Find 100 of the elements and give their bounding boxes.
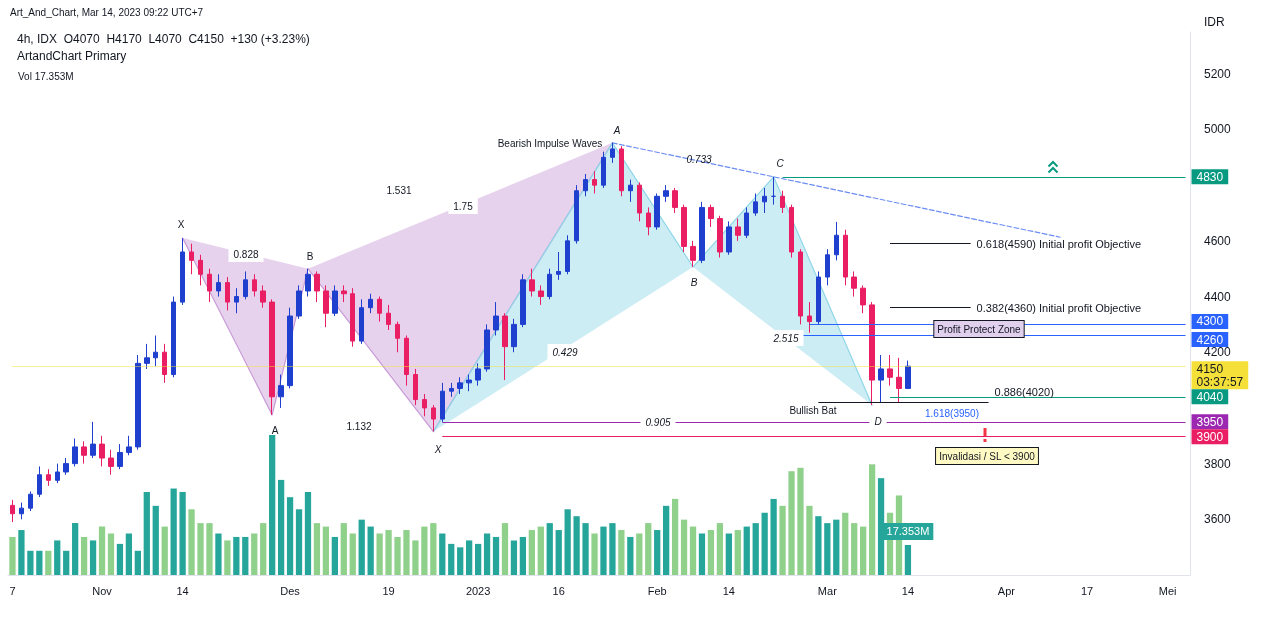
annotation: C — [776, 157, 785, 169]
bar — [36, 550, 43, 575]
candlestick — [466, 374, 472, 392]
bar — [439, 533, 446, 575]
x-tick-label: Mar — [817, 584, 838, 597]
candlestick — [198, 254, 203, 286]
candlestick — [663, 184, 669, 203]
bar — [313, 523, 321, 575]
candlestick — [878, 354, 884, 403]
candlestick — [816, 270, 821, 325]
candlestick — [314, 270, 320, 303]
bar — [98, 526, 106, 575]
bar — [707, 530, 715, 575]
y-axis-title: IDR — [1204, 15, 1225, 29]
bar — [286, 497, 294, 575]
annotation: X — [433, 443, 442, 455]
y-tick-label: 4200 — [1204, 345, 1232, 360]
bar — [698, 533, 706, 575]
candlestick — [180, 237, 185, 306]
bar — [63, 550, 70, 575]
bar — [376, 533, 383, 575]
bar — [501, 523, 509, 575]
candlestick — [825, 248, 830, 286]
candlestick — [538, 284, 544, 306]
candlestick — [350, 287, 355, 348]
candlestick — [860, 284, 866, 314]
candlestick — [717, 215, 723, 259]
candlestick — [404, 335, 409, 387]
text: ArtandChart Primary — [17, 49, 127, 63]
y-tick-label: 3800 — [1204, 456, 1232, 471]
bar — [430, 523, 437, 575]
bar — [421, 526, 428, 575]
bar — [394, 536, 401, 575]
candlestick — [296, 284, 302, 320]
bar — [582, 523, 589, 575]
ref-line-label: 4260 — [1196, 332, 1224, 347]
bar — [179, 491, 186, 575]
ref-line-label: 0.382(4360) Initial profit Objective — [976, 301, 1142, 314]
x-tick-label: 2023 — [465, 584, 491, 597]
x-tick-label: Nov — [92, 584, 113, 597]
candlestick — [905, 360, 911, 389]
bar — [45, 550, 52, 575]
bar — [627, 536, 634, 575]
bar — [546, 523, 553, 575]
bar — [824, 523, 831, 575]
candlestick — [511, 318, 517, 353]
candlestick — [699, 201, 705, 264]
candlestick — [744, 206, 749, 239]
annotation: B — [306, 250, 314, 262]
candlestick — [529, 268, 535, 298]
candlestick — [601, 151, 606, 189]
candlestick — [144, 343, 150, 370]
bar — [54, 540, 61, 575]
candlestick — [834, 221, 839, 261]
ref-line-label: 3900 — [1196, 429, 1224, 444]
candlestick — [269, 298, 275, 416]
candlestick — [762, 187, 767, 214]
bar — [457, 547, 464, 575]
candlestick — [386, 304, 391, 331]
candlestick — [457, 376, 463, 395]
y-tick-label: 4400 — [1204, 289, 1232, 304]
bar — [609, 523, 616, 575]
bar — [206, 523, 213, 575]
candlestick — [395, 321, 400, 353]
y-tick-label: 5000 — [1204, 122, 1232, 137]
candlestick — [189, 243, 194, 275]
bar — [215, 533, 222, 575]
candlestick — [162, 343, 167, 384]
bar — [27, 550, 34, 575]
bar — [277, 479, 285, 575]
candlestick — [19, 502, 24, 520]
annotation: A — [271, 424, 279, 436]
candlestick — [207, 268, 212, 303]
bar — [680, 519, 688, 575]
candlestick — [628, 179, 633, 203]
candlestick — [135, 354, 141, 451]
candlestick — [28, 490, 33, 512]
candlestick — [681, 204, 687, 253]
annotation: 0.828 — [233, 248, 259, 260]
y-tick-label: 4600 — [1204, 233, 1232, 248]
bar — [636, 533, 643, 575]
bar — [72, 523, 79, 575]
ref-line-label: 3950 — [1196, 414, 1224, 429]
annotation: Profit Protect Zone — [937, 323, 1022, 335]
candlestick — [431, 404, 436, 433]
candlestick — [422, 393, 427, 417]
bar — [555, 530, 562, 575]
candlestick — [547, 268, 552, 300]
bar — [842, 512, 849, 575]
x-tick-label: Apr — [997, 584, 1016, 597]
x-tick-label: Des — [280, 584, 301, 597]
x-tick-label: Mei — [1158, 584, 1177, 597]
bar — [537, 526, 544, 575]
bar — [197, 523, 204, 575]
annotation: 1.75 — [453, 200, 474, 212]
x-tick-label: 14 — [901, 584, 915, 597]
bar — [80, 536, 88, 575]
bar — [251, 533, 258, 575]
x-tick-label: 19 — [382, 584, 395, 597]
candlestick — [807, 301, 812, 334]
